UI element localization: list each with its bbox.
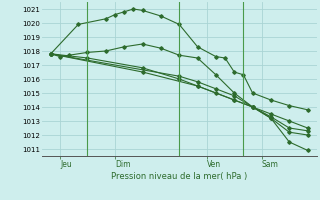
X-axis label: Pression niveau de la mer( hPa ): Pression niveau de la mer( hPa ) xyxy=(111,172,247,181)
